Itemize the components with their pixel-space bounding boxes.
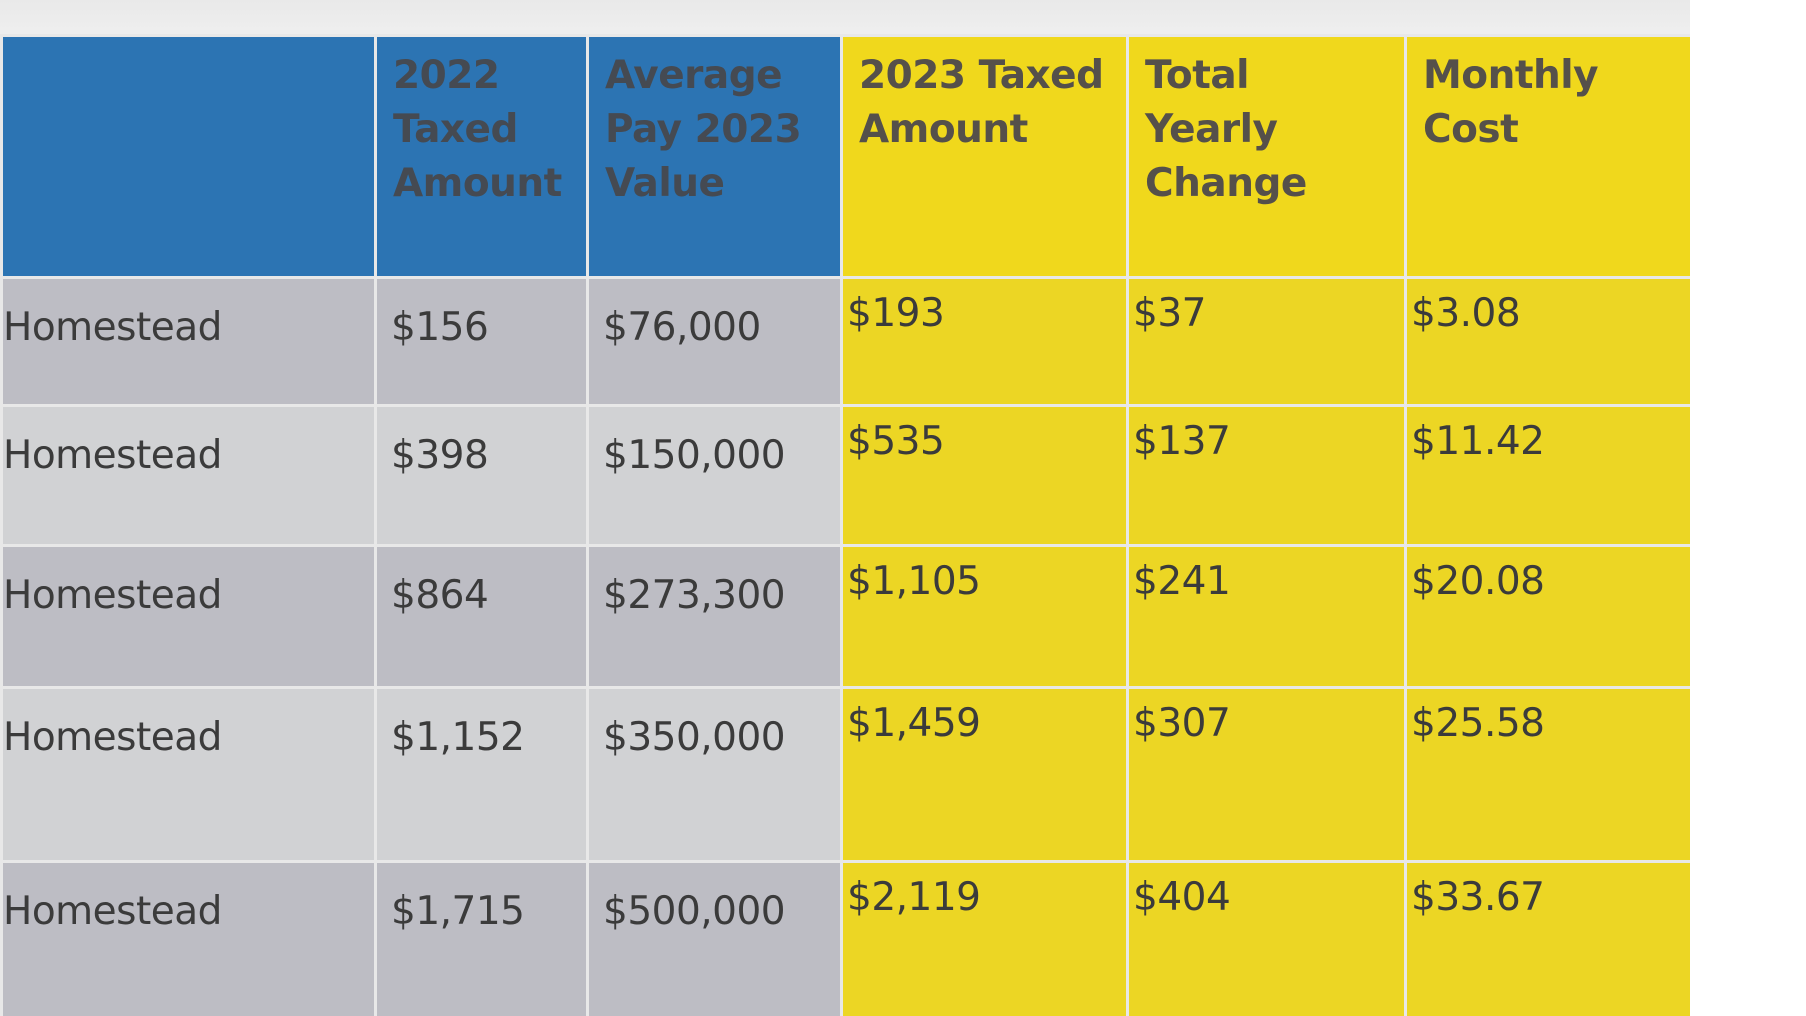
- page-margin: [1690, 0, 1806, 1016]
- header-taxed-2023: 2023 Taxed Amount: [840, 34, 1129, 279]
- cell-taxed-2023: $535: [840, 404, 1129, 547]
- cell-monthly-cost: $3.08: [1404, 276, 1693, 407]
- row-label: Homestead: [0, 686, 377, 863]
- cell-taxed-2022: $864: [374, 544, 589, 689]
- tax-comparison-table: 2022 Taxed Amount Average Pay 2023 Value…: [0, 34, 1693, 1016]
- header-average-value-2023: Average Pay 2023 Value: [586, 34, 843, 279]
- table-row: Homestead $1,715 $500,000 $2,119 $404 $3…: [0, 860, 1693, 1016]
- cell-average-value-2023: $500,000: [586, 860, 843, 1016]
- printed-sheet: 2022 Taxed Amount Average Pay 2023 Value…: [0, 0, 1693, 1016]
- header-blank: [0, 34, 377, 279]
- cell-monthly-cost: $20.08: [1404, 544, 1693, 689]
- cell-taxed-2023: $193: [840, 276, 1129, 407]
- cell-yearly-change: $241: [1126, 544, 1407, 689]
- row-label: Homestead: [0, 860, 377, 1016]
- table-row: Homestead $1,152 $350,000 $1,459 $307 $2…: [0, 686, 1693, 863]
- cell-monthly-cost: $11.42: [1404, 404, 1693, 547]
- cell-taxed-2023: $2,119: [840, 860, 1129, 1016]
- cell-taxed-2022: $1,152: [374, 686, 589, 863]
- cell-yearly-change: $137: [1126, 404, 1407, 547]
- cell-average-value-2023: $76,000: [586, 276, 843, 407]
- cell-monthly-cost: $33.67: [1404, 860, 1693, 1016]
- header-monthly-cost: Monthly Cost: [1404, 34, 1693, 279]
- cell-taxed-2022: $156: [374, 276, 589, 407]
- cell-taxed-2023: $1,459: [840, 686, 1129, 863]
- cell-taxed-2022: $1,715: [374, 860, 589, 1016]
- row-label: Homestead: [0, 276, 377, 407]
- header-yearly-change: Total Yearly Change: [1126, 34, 1407, 279]
- row-label: Homestead: [0, 544, 377, 689]
- cell-taxed-2022: $398: [374, 404, 589, 547]
- table-row: Homestead $156 $76,000 $193 $37 $3.08: [0, 276, 1693, 407]
- cell-yearly-change: $37: [1126, 276, 1407, 407]
- cell-monthly-cost: $25.58: [1404, 686, 1693, 863]
- cell-yearly-change: $404: [1126, 860, 1407, 1016]
- cell-yearly-change: $307: [1126, 686, 1407, 863]
- header-row: 2022 Taxed Amount Average Pay 2023 Value…: [0, 34, 1693, 279]
- header-taxed-2022: 2022 Taxed Amount: [374, 34, 589, 279]
- cell-average-value-2023: $150,000: [586, 404, 843, 547]
- row-label: Homestead: [0, 404, 377, 547]
- table-row: Homestead $398 $150,000 $535 $137 $11.42: [0, 404, 1693, 547]
- cell-taxed-2023: $1,105: [840, 544, 1129, 689]
- cell-average-value-2023: $350,000: [586, 686, 843, 863]
- table-row: Homestead $864 $273,300 $1,105 $241 $20.…: [0, 544, 1693, 689]
- cell-average-value-2023: $273,300: [586, 544, 843, 689]
